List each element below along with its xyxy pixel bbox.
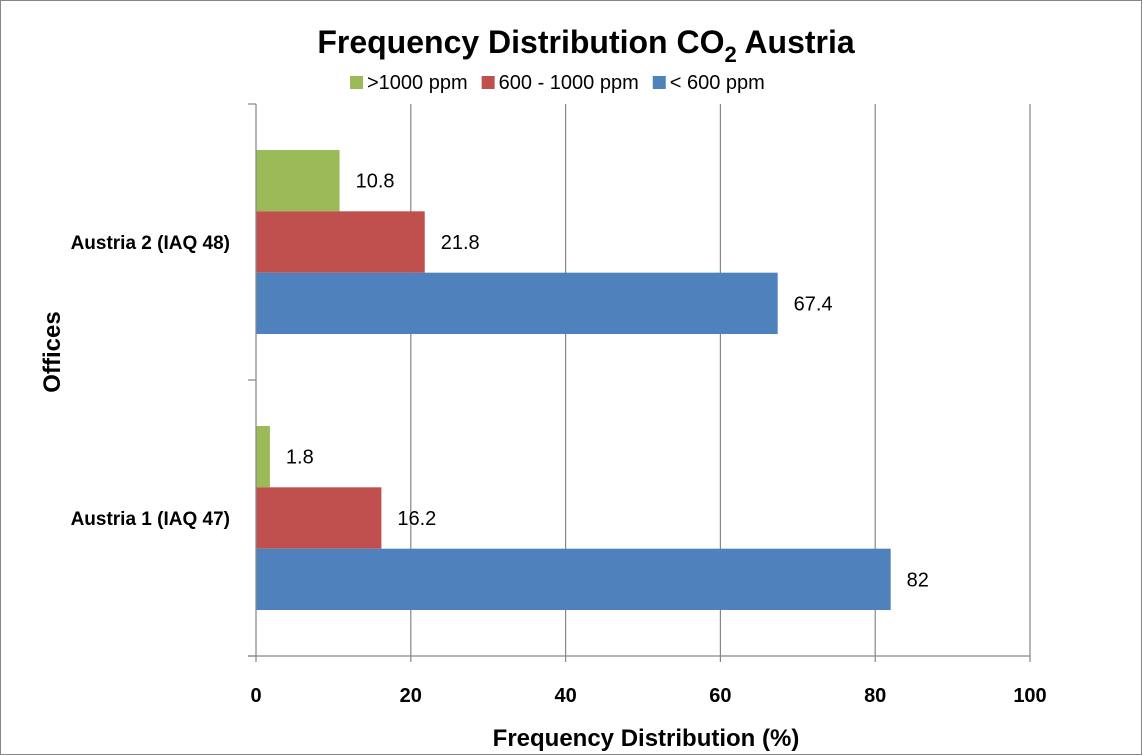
data-label-cat-2-series-3: 82 [907,569,929,591]
x-tick-label-100: 100 [1013,685,1046,707]
legend-label-1: >1000 ppm [367,72,468,94]
x-tick-label-40: 40 [554,685,576,707]
category-label-cat-2: Austria 1 (IAQ 47) [71,509,230,530]
chart-title-main: Frequency Distribution CO [317,24,724,60]
chart-title-suffix: Austria [737,24,855,60]
x-tick-label-80: 80 [864,685,886,707]
x-tick-label-20: 20 [400,685,422,707]
legend-label-3: < 600 ppm [670,72,765,94]
data-label-cat-1-series-1: 10.8 [356,171,395,193]
x-axis-title: Frequency Distribution (%) [493,725,800,752]
chart-title: Frequency Distribution CO2 Austria [317,24,855,67]
legend-swatch-2 [481,76,495,89]
bar-cat-1-series-2 [256,211,425,273]
legend-label-2: 600 - 1000 ppm [499,72,639,94]
bar-cat-2-series-2 [256,487,382,549]
category-label-cat-1: Austria 2 (IAQ 48) [71,233,230,254]
legend-swatch-1 [350,76,363,89]
bar-cat-1-series-3 [256,272,778,335]
bar-cat-2-series-1 [256,425,270,488]
bars [256,149,891,611]
legend-swatch-3 [652,76,666,89]
data-label-cat-1-series-2: 21.8 [441,232,480,254]
x-tick-label-0: 0 [250,685,261,707]
data-label-cat-1-series-3: 67.4 [794,293,833,315]
axes [248,103,1031,662]
bar-cat-1-series-1 [256,149,340,212]
y-axis-title: Offices [39,311,66,392]
data-label-cat-2-series-1: 1.8 [286,447,314,469]
bar-cat-2-series-3 [256,548,891,611]
labels: 0 20 40 60 80 100 Austria 2 (IAQ 48) 10.8 21.8 67… [71,171,1047,707]
x-tick-label-60: 60 [709,685,731,707]
legend: >1000 ppm 600 - 1000 ppm < 600 ppm [350,72,765,94]
data-label-cat-2-series-2: 16.2 [397,508,436,530]
chart-title-subscript: 2 [724,42,736,67]
